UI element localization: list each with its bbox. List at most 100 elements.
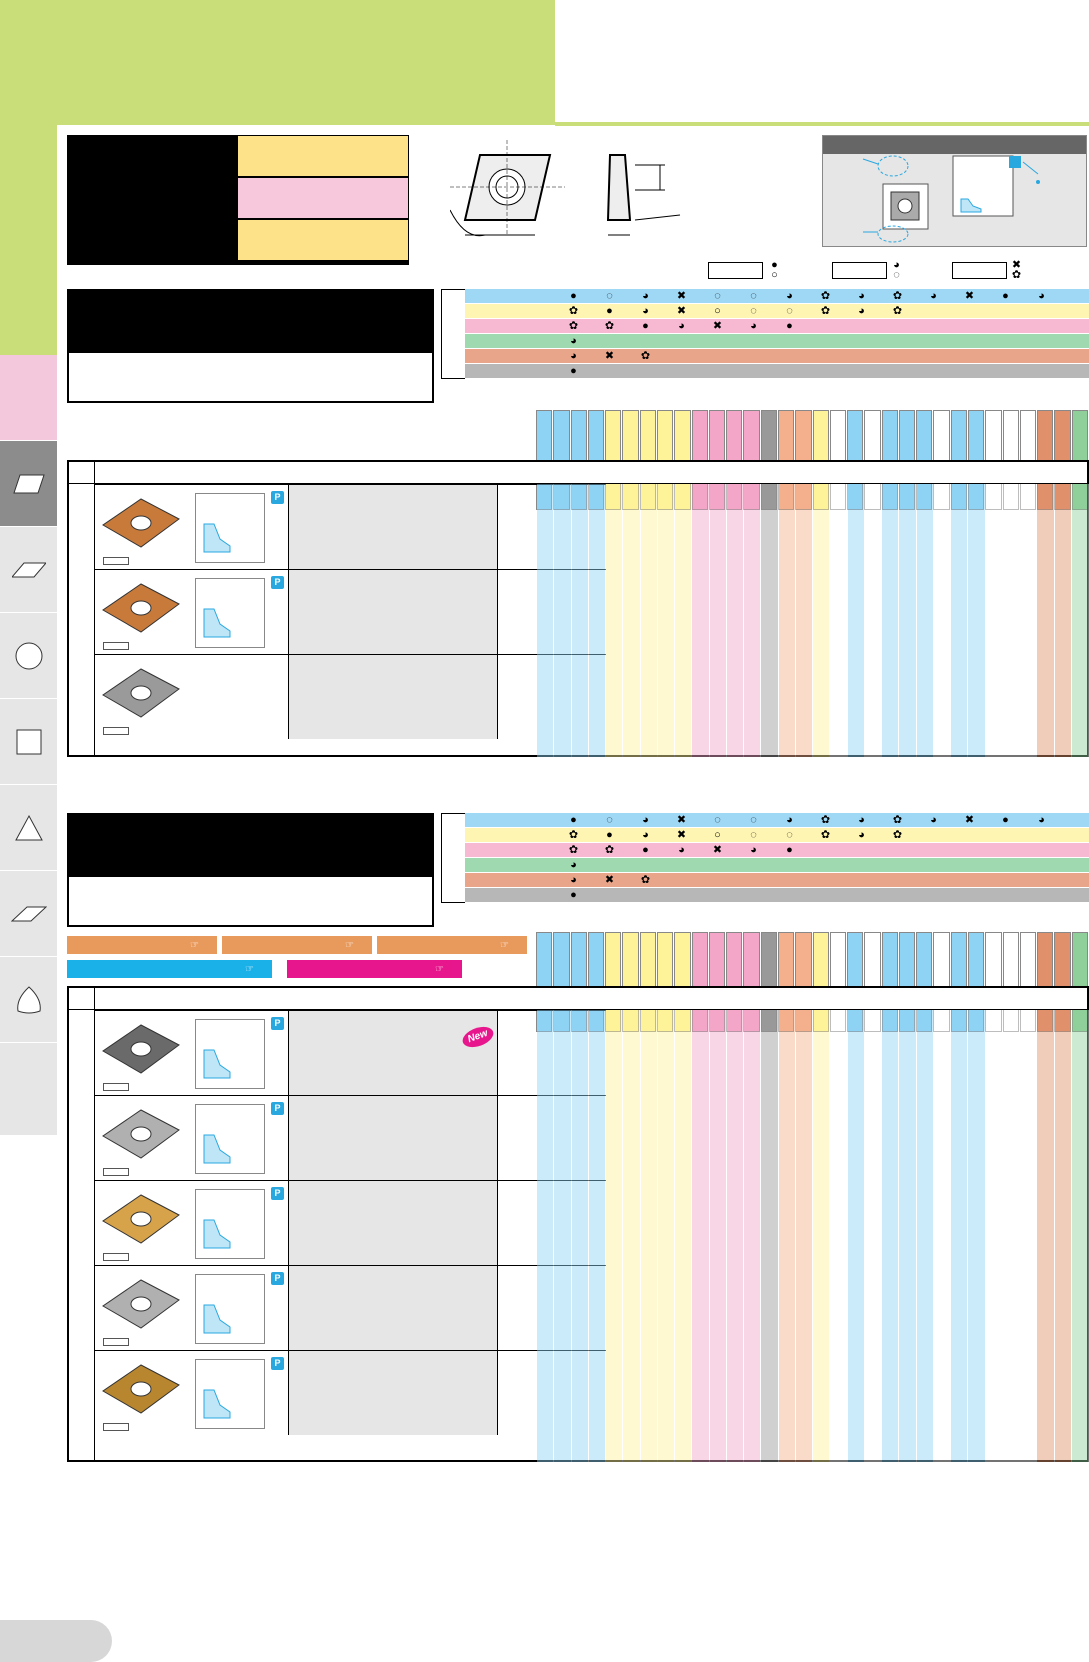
- compatibility-mark: ✿: [568, 829, 579, 841]
- compatibility-mark: ✿: [604, 844, 615, 856]
- compatibility-mark: ✖: [676, 814, 687, 826]
- rhombus-55-icon: [11, 562, 46, 577]
- key-box-1: [708, 262, 763, 279]
- product-description: [288, 1011, 498, 1095]
- grade-column: [726, 484, 744, 757]
- insert-photo: [102, 583, 180, 633]
- circle-icon: [15, 642, 42, 669]
- compatibility-mark: ✿: [568, 844, 579, 856]
- pointing-hand-icon: ☞: [345, 939, 354, 951]
- partial-dot-icon: ◕: [893, 259, 900, 271]
- grade-column: [606, 1010, 624, 1462]
- insert-photo: [102, 1194, 180, 1244]
- compatibility-mark: ◌: [786, 305, 793, 317]
- grade-column: [588, 484, 606, 757]
- side-nav-tab-triangle[interactable]: [0, 785, 57, 871]
- grade-column: [778, 1010, 796, 1462]
- header-band: [0, 0, 555, 125]
- product-tag: [103, 727, 129, 735]
- grade-column: [795, 1010, 813, 1462]
- solid-dot-icon: ●: [771, 259, 778, 271]
- side-nav-tab-square[interactable]: [0, 699, 57, 785]
- grade-column: [1071, 1010, 1089, 1462]
- side-nav-tab-pink[interactable]: [0, 355, 57, 441]
- rhombus-80-icon: [12, 474, 45, 493]
- side-nav-tab-trigon[interactable]: [0, 957, 57, 1043]
- grade-column: [761, 1010, 779, 1462]
- side-nav-tab-rhombus-80[interactable]: [0, 441, 57, 527]
- compatibility-mark: ●: [642, 320, 649, 332]
- material-row: ● ◌ ◕ ✖ ◌ ◌ ◕ ✿ ◕ ✿ ◕ ✖ ● ◕: [465, 289, 1089, 304]
- link-pill-2[interactable]: ☞: [222, 936, 372, 954]
- compatibility-mark: ●: [570, 290, 577, 302]
- grade-column: [933, 1010, 951, 1462]
- chip-control-chart: [195, 1189, 265, 1259]
- compatibility-mark: ✿: [820, 290, 831, 302]
- grade-column: [571, 1010, 589, 1462]
- grade-column: [830, 484, 848, 757]
- compatibility-mark: ◕: [858, 305, 865, 317]
- compatibility-mark: ✖: [676, 829, 687, 841]
- compatibility-mark: ●: [786, 320, 793, 332]
- side-nav-tab-rhombus-35[interactable]: [0, 871, 57, 957]
- compatibility-mark: ✿: [820, 814, 831, 826]
- compatibility-mark: ◕: [750, 320, 757, 332]
- grade-column: [951, 484, 969, 757]
- p-badge: P: [271, 1187, 284, 1200]
- grade-column: [916, 484, 934, 757]
- open-dot-icon: ○: [771, 269, 778, 281]
- compatibility-mark: ◕: [570, 859, 577, 871]
- compatibility-mark: ◌: [606, 814, 613, 826]
- compatibility-mark: ●: [1002, 814, 1009, 826]
- side-nav-tab-circle[interactable]: [0, 613, 57, 699]
- section1-title-box: [67, 289, 434, 403]
- compatibility-mark: ●: [570, 889, 577, 901]
- compatibility-mark: ◕: [858, 829, 865, 841]
- link-pill-4[interactable]: ☞: [67, 960, 272, 978]
- product-description: [288, 1266, 498, 1350]
- p-badge: P: [271, 1357, 284, 1370]
- product-description: [288, 485, 498, 569]
- compatibility-mark: ◕: [786, 290, 793, 302]
- grade-column: [813, 1010, 831, 1462]
- grade-column: [951, 1010, 969, 1462]
- side-nav-tab-rhombus-55[interactable]: [0, 527, 57, 613]
- chip-control-chart: [195, 1274, 265, 1344]
- grade-column: [830, 1010, 848, 1462]
- compatibility-mark: ○: [714, 305, 721, 317]
- link-pill-1[interactable]: ☞: [67, 936, 217, 954]
- insert-photo: [102, 1279, 180, 1329]
- compatibility-mark: ◕: [858, 814, 865, 826]
- compatibility-mark: ✖: [604, 874, 615, 886]
- grade-column: [882, 484, 900, 757]
- product-tag: [103, 557, 129, 565]
- grade-column: [882, 1010, 900, 1462]
- link-pill-3[interactable]: ☞: [377, 936, 527, 954]
- compatibility-mark: ✿: [640, 350, 651, 362]
- compatibility-mark: ◌: [750, 305, 757, 317]
- grade-column: [1037, 1010, 1055, 1462]
- grade-column: [709, 484, 727, 757]
- inset-header: [823, 136, 1086, 154]
- grade-column: [657, 1010, 675, 1462]
- link-pill-5[interactable]: ☞: [287, 960, 462, 978]
- grade-column: [847, 484, 865, 757]
- product-tag: [103, 642, 129, 650]
- compatibility-mark: ◕: [570, 874, 577, 886]
- product-row: P: [95, 484, 606, 569]
- compatibility-mark: ◕: [930, 814, 937, 826]
- grade-column: [813, 484, 831, 757]
- grade-column: [692, 1010, 710, 1462]
- product-tag: [103, 1338, 129, 1346]
- p-badge: P: [271, 491, 284, 504]
- grade-column: [744, 484, 762, 757]
- page-number-pill: [0, 1620, 112, 1662]
- p-badge: P: [271, 1102, 284, 1115]
- compatibility-mark: ◕: [1038, 814, 1045, 826]
- compatibility-mark: ◕: [1038, 290, 1045, 302]
- compatibility-mark: ◌: [786, 829, 793, 841]
- compatibility-mark: ●: [570, 814, 577, 826]
- material-row: ◕: [465, 858, 1089, 873]
- compatibility-mark: ◕: [750, 844, 757, 856]
